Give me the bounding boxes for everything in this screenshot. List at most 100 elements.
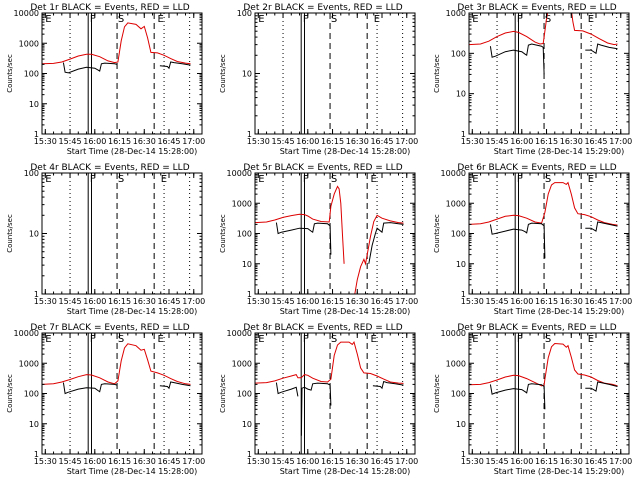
y-axis-label: Counts/sec [219,214,227,253]
y-tick-label: 1 [247,450,252,459]
y-tick-label: 1 [34,130,39,139]
panel-title: Det 7r BLACK = Events, RED = LLD [30,323,189,333]
x-tick-label: 15:45 [272,137,295,146]
x-tick-label: 16:15 [321,137,344,146]
series-events [489,43,618,75]
phase-marker-label: E [374,14,380,25]
phase-marker-label: E [588,14,594,25]
series-events [62,381,191,395]
x-tick-label: 17:00 [609,137,632,146]
phase-marker-label: E [258,14,264,25]
y-tick-label: 100 [24,390,39,399]
panel-title: Det 4r BLACK = Events, RED = LLD [30,163,189,173]
phase-marker-label: F [90,14,96,25]
panel-title: Det 5r BLACK = Events, RED = LLD [243,163,402,173]
y-tick-label: 10000 [441,169,466,178]
series-events [489,221,618,259]
y-tick-label: 10 [29,100,39,109]
x-tick-label: 16:45 [584,457,607,466]
y-tick-label: 1000 [232,359,252,368]
phase-marker-label: F [90,174,96,185]
phase-marker-label: E [588,334,594,345]
phase-marker-label: F [303,334,309,345]
x-axis-label: Start Time (28-Dec-14 15:29:00) [494,467,625,476]
x-tick-label: 17:00 [609,457,632,466]
series-lld [42,22,191,65]
phase-marker-label: E [258,334,264,345]
y-tick-label: 1000 [446,199,466,208]
x-tick-label: 15:45 [272,457,295,466]
x-tick-label: 15:30 [34,297,57,306]
x-tick-label: 15:30 [461,297,484,306]
phase-marker-label: E [370,174,376,185]
x-tick-label: 17:00 [395,457,418,466]
x-axis-label: Start Time (28-Dec-14 15:29:00) [494,307,625,316]
x-tick-label: 16:15 [535,137,558,146]
panel-title: Det 2r BLACK = Events, RED = LLD [243,3,402,13]
y-tick-label: 100 [451,49,466,58]
x-tick-label: 15:30 [34,137,57,146]
x-tick-label: 16:45 [157,297,180,306]
series-events [275,222,404,264]
y-tick-label: 10 [242,420,252,429]
x-tick-label: 15:45 [59,297,82,306]
x-axis-label: Start Time (28-Dec-14 15:28:00) [280,147,411,156]
y-tick-label: 100 [237,390,252,399]
phase-marker-label: S [545,14,551,25]
x-tick-label: 16:15 [535,457,558,466]
x-tick-label: 16:00 [296,137,319,146]
plot-frame [41,172,203,295]
x-tick-label: 16:30 [560,457,583,466]
x-tick-label: 16:45 [584,297,607,306]
y-tick-label: 100 [237,230,252,239]
x-tick-label: 15:45 [59,457,82,466]
phase-marker-label: S [331,14,337,25]
x-tick-label: 16:00 [510,457,533,466]
series-events [62,61,191,74]
x-tick-label: 16:00 [83,137,106,146]
panel-title: Det 1r BLACK = Events, RED = LLD [30,3,189,13]
y-tick-label: 10 [29,230,39,239]
phase-marker-label: S [118,334,124,345]
x-tick-label: 15:45 [272,297,295,306]
y-axis-label: Counts/sec [433,374,441,413]
y-tick-label: 100 [451,390,466,399]
phase-marker-label: E [45,14,51,25]
series-events [489,381,618,410]
phase-marker-label: E [370,334,376,345]
y-tick-label: 1 [247,290,252,299]
series-lld [42,343,191,385]
y-tick-label: 1 [461,130,466,139]
phase-marker-label: E [45,334,51,345]
phase-marker-label: F [517,14,523,25]
x-tick-label: 15:30 [247,457,270,466]
x-tick-label: 16:30 [133,137,156,146]
x-tick-label: 15:45 [486,457,509,466]
x-tick-label: 16:30 [560,137,583,146]
y-tick-label: 10 [242,70,252,79]
x-tick-label: 15:45 [486,137,509,146]
y-axis-label: Counts/sec [6,214,14,253]
x-tick-label: 15:30 [247,137,270,146]
phase-marker-label: F [303,14,309,25]
y-axis-label: Counts/sec [219,374,227,413]
y-tick-label: 1 [461,450,466,459]
x-axis-label: Start Time (28-Dec-14 15:28:00) [280,467,411,476]
plot-frame [468,12,630,135]
x-axis-label: Start Time (28-Dec-14 15:28:00) [67,147,198,156]
y-tick-label: 1 [247,130,252,139]
panel-title: Det 3r BLACK = Events, RED = LLD [457,3,616,13]
y-tick-label: 1000 [446,9,466,18]
x-tick-label: 17:00 [182,457,205,466]
phase-marker-label: E [472,14,478,25]
x-tick-label: 16:45 [370,457,393,466]
y-tick-label: 10000 [14,9,39,18]
panel-title: Det 9r BLACK = Events, RED = LLD [457,323,616,333]
x-tick-label: 16:00 [510,297,533,306]
plot-frame [254,12,416,135]
